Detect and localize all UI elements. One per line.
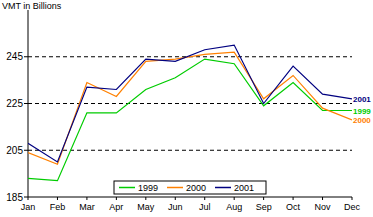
x-tick-label: Jan — [21, 202, 36, 212]
end-label: 2001 — [353, 95, 371, 104]
x-tick — [57, 197, 58, 200]
legend-box — [114, 181, 266, 194]
y-label: VMT in Billions — [2, 1, 62, 11]
x-tick — [28, 197, 29, 200]
legend-swatch — [215, 187, 231, 189]
end-label: 1999 — [353, 107, 371, 116]
x-tick-label: Aug — [226, 202, 242, 212]
legend-label: 1999 — [138, 183, 158, 193]
x-tick — [352, 197, 353, 200]
legend-label: 2000 — [186, 183, 206, 193]
y-tick-label: 225 — [6, 98, 23, 109]
y-tick — [24, 150, 28, 151]
x-tick — [145, 197, 146, 200]
y-tick-label: 245 — [6, 51, 23, 62]
grid-line — [28, 103, 352, 104]
y-tick-label: 185 — [6, 192, 23, 203]
y-tick-label: 205 — [6, 145, 23, 156]
x-tick — [175, 197, 176, 200]
grid-line — [28, 150, 352, 151]
x-tick — [293, 197, 294, 200]
x-tick-label: Oct — [286, 202, 301, 212]
legend-label: 2001 — [234, 183, 254, 193]
x-tick-label: Apr — [109, 202, 123, 212]
x-tick — [263, 197, 264, 200]
x-axis — [28, 197, 352, 198]
legend: 1999 2000 2001 — [114, 181, 266, 194]
series-line — [28, 59, 352, 181]
series-line — [28, 45, 352, 162]
x-tick — [204, 197, 205, 200]
chart: VMT in Billions 185 205 225 245 Jan Feb Mar Apr M… — [0, 0, 373, 217]
x-tick — [116, 197, 117, 200]
legend-swatch — [119, 187, 135, 189]
x-tick — [234, 197, 235, 200]
x-tick-label: May — [137, 202, 155, 212]
y-tick — [24, 56, 28, 57]
x-tick-label: Feb — [50, 202, 66, 212]
x-tick-label: Sep — [256, 202, 272, 212]
x-tick-label: Nov — [315, 202, 332, 212]
end-label: 2000 — [353, 116, 371, 125]
x-tick-label: Dec — [344, 202, 361, 212]
y-axis — [28, 10, 29, 197]
y-tick — [24, 197, 28, 198]
x-tick — [322, 197, 323, 200]
x-tick — [86, 197, 87, 200]
y-tick — [24, 103, 28, 104]
plot-area — [28, 45, 352, 181]
legend-swatch — [167, 187, 183, 189]
x-tick-label: Jun — [168, 202, 183, 212]
x-tick-label: Mar — [79, 202, 95, 212]
series-line — [28, 52, 352, 164]
x-tick-label: Jul — [199, 202, 211, 212]
